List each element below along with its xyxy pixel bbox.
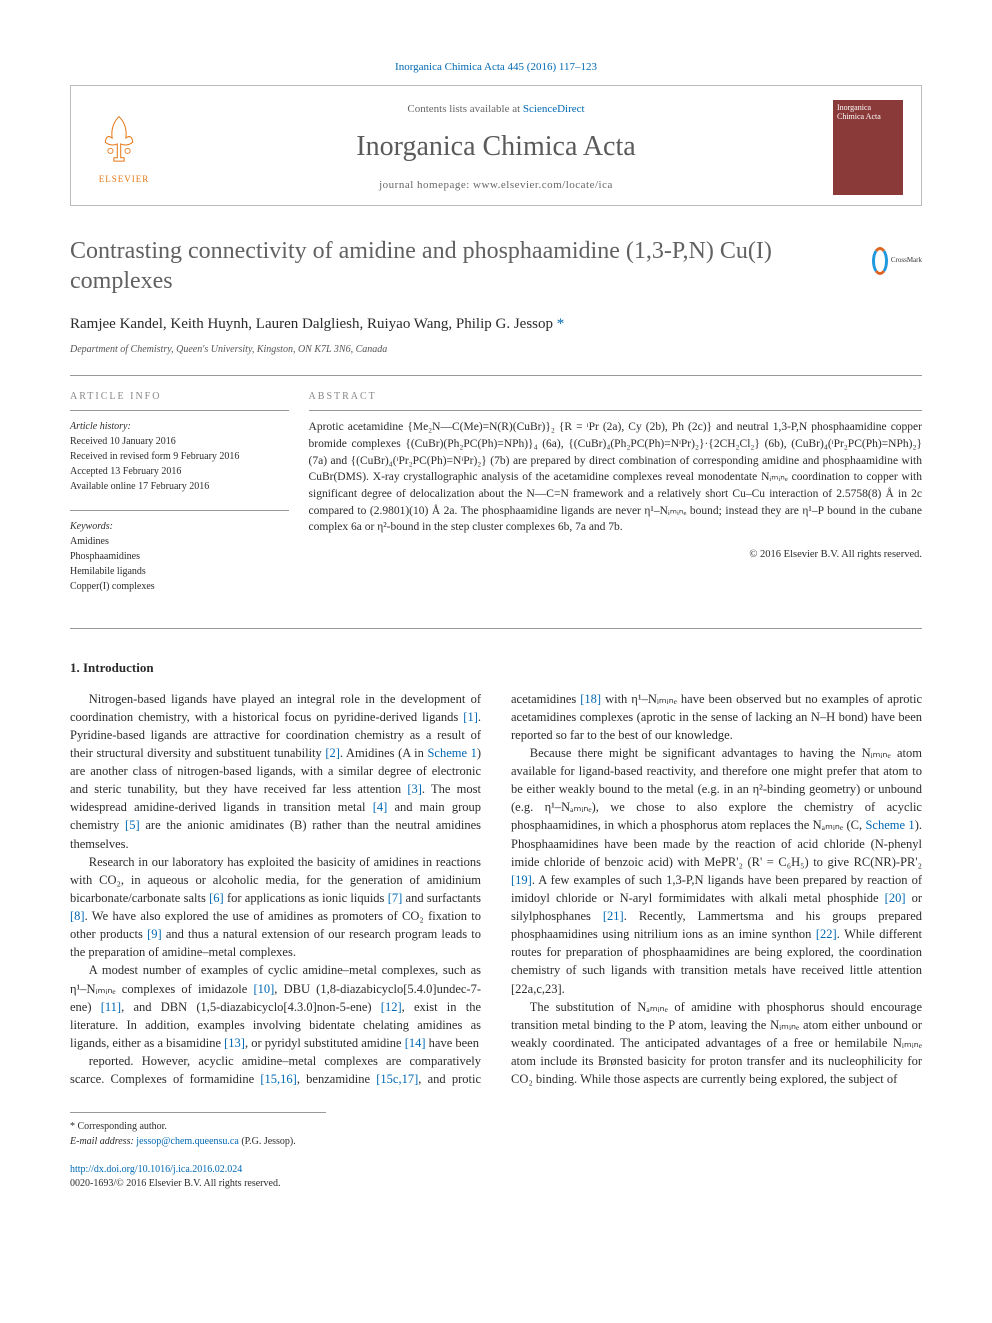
citation-line: Inorganica Chimica Acta 445 (2016) 117–1… <box>70 60 922 75</box>
history-revised: Received in revised form 9 February 2016 <box>70 451 239 462</box>
crossmark-badge[interactable]: CrossMark <box>872 236 922 286</box>
history-label: Article history: <box>70 421 131 432</box>
article-history: Article history: Received 10 January 201… <box>70 419 289 494</box>
keywords-label: Keywords: <box>70 521 113 532</box>
intro-para-1: Nitrogen-based ligands have played an in… <box>70 690 481 853</box>
keywords-block: Keywords: Amidines Phosphaamidines Hemil… <box>70 519 289 594</box>
journal-cover: Inorganica Chimica Acta <box>833 100 903 195</box>
intro-para-6: The substitution of Nₐₘᵢₙₑ of amidine wi… <box>511 998 922 1089</box>
history-received: Received 10 January 2016 <box>70 436 176 447</box>
journal-header: ELSEVIER Contents lists available at Sci… <box>70 85 922 206</box>
email-suffix: (P.G. Jessop). <box>239 1136 296 1147</box>
info-heading: ARTICLE INFO <box>70 390 289 404</box>
keyword: Phosphaamidines <box>70 551 140 562</box>
journal-name: Inorganica Chimica Acta <box>159 127 833 166</box>
email-label: E-mail address: <box>70 1136 136 1147</box>
doi-block: http://dx.doi.org/10.1016/j.ica.2016.02.… <box>70 1163 922 1191</box>
footnote-rule <box>70 1112 326 1113</box>
corresponding-footnote: * Corresponding author. E-mail address: … <box>70 1119 922 1149</box>
email-link[interactable]: jessop@chem.queensu.ca <box>136 1136 239 1147</box>
history-accepted: Accepted 13 February 2016 <box>70 466 181 477</box>
keyword: Amidines <box>70 536 109 547</box>
crossmark-text: CrossMark <box>891 256 922 266</box>
intro-para-5: Because there might be significant advan… <box>511 744 922 998</box>
body-two-column: Nitrogen-based ligands have played an in… <box>70 690 922 1089</box>
contents-line: Contents lists available at ScienceDirec… <box>159 102 833 117</box>
issn-copyright: 0020-1693/© 2016 Elsevier B.V. All right… <box>70 1178 280 1189</box>
authors-line: Ramjee Kandel, Keith Huynh, Lauren Dalgl… <box>70 314 922 335</box>
elsevier-text: ELSEVIER <box>89 173 159 186</box>
title-row: Contrasting connectivity of amidine and … <box>70 236 922 296</box>
keyword: Copper(I) complexes <box>70 581 155 592</box>
article-title: Contrasting connectivity of amidine and … <box>70 236 852 296</box>
intro-para-2: Research in our laboratory has exploited… <box>70 853 481 962</box>
intro-para-3: A modest number of examples of cyclic am… <box>70 961 481 1052</box>
cover-title: Inorganica Chimica Acta <box>837 104 899 122</box>
history-online: Available online 17 February 2016 <box>70 481 209 492</box>
abstract-column: ABSTRACT Aprotic acetamidine {Me₂N—C(Me)… <box>309 390 922 610</box>
keyword: Hemilabile ligands <box>70 566 146 577</box>
crossmark-icon <box>872 247 888 275</box>
elsevier-logo: ELSEVIER <box>89 108 159 188</box>
article-info-column: ARTICLE INFO Article history: Received 1… <box>70 390 309 610</box>
authors-names: Ramjee Kandel, Keith Huynh, Lauren Dalgl… <box>70 316 553 332</box>
page: Inorganica Chimica Acta 445 (2016) 117–1… <box>0 0 992 1231</box>
info-abstract-block: ARTICLE INFO Article history: Received 1… <box>70 375 922 629</box>
header-center: Contents lists available at ScienceDirec… <box>159 102 833 194</box>
affiliation: Department of Chemistry, Queen's Univers… <box>70 343 922 357</box>
abstract-text: Aprotic acetamidine {Me₂N—C(Me)=N(R)(CuB… <box>309 419 922 536</box>
section-heading-intro: 1. Introduction <box>70 659 922 677</box>
abstract-copyright: © 2016 Elsevier B.V. All rights reserved… <box>309 548 922 563</box>
sciencedirect-link[interactable]: ScienceDirect <box>523 103 585 115</box>
journal-homepage: journal homepage: www.elsevier.com/locat… <box>159 178 833 193</box>
contents-prefix: Contents lists available at <box>407 103 522 115</box>
corresponding-marker[interactable]: * <box>557 316 565 332</box>
corresp-text: * Corresponding author. <box>70 1119 922 1134</box>
doi-link[interactable]: http://dx.doi.org/10.1016/j.ica.2016.02.… <box>70 1164 242 1175</box>
abstract-heading: ABSTRACT <box>309 390 922 404</box>
